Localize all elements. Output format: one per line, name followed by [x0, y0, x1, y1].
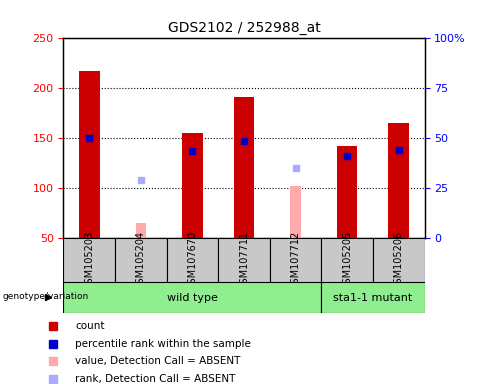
Bar — [218, 238, 270, 282]
Text: GSM105206: GSM105206 — [394, 231, 404, 290]
Text: count: count — [75, 321, 104, 331]
Bar — [234, 97, 254, 238]
Title: GDS2102 / 252988_at: GDS2102 / 252988_at — [167, 21, 321, 35]
Bar — [322, 238, 373, 282]
Bar — [322, 282, 425, 313]
Bar — [270, 238, 322, 282]
Bar — [373, 238, 425, 282]
Bar — [166, 238, 218, 282]
Text: GSM107711: GSM107711 — [239, 231, 249, 290]
Bar — [290, 186, 301, 238]
Bar — [63, 238, 115, 282]
Bar — [136, 223, 146, 238]
Text: sta1-1 mutant: sta1-1 mutant — [333, 293, 412, 303]
Text: GSM107712: GSM107712 — [290, 230, 301, 290]
Bar — [79, 71, 100, 238]
Text: GSM107670: GSM107670 — [187, 231, 198, 290]
Bar — [63, 282, 322, 313]
Text: wild type: wild type — [167, 293, 218, 303]
Bar — [388, 123, 409, 238]
Text: value, Detection Call = ABSENT: value, Detection Call = ABSENT — [75, 356, 240, 366]
Bar — [182, 133, 203, 238]
Bar — [115, 238, 166, 282]
Text: percentile rank within the sample: percentile rank within the sample — [75, 339, 251, 349]
Text: rank, Detection Call = ABSENT: rank, Detection Call = ABSENT — [75, 374, 235, 384]
Text: genotype/variation: genotype/variation — [2, 291, 89, 301]
Text: GSM105205: GSM105205 — [342, 230, 352, 290]
Text: GSM105203: GSM105203 — [84, 231, 94, 290]
Bar — [337, 146, 358, 238]
Text: GSM105204: GSM105204 — [136, 231, 146, 290]
